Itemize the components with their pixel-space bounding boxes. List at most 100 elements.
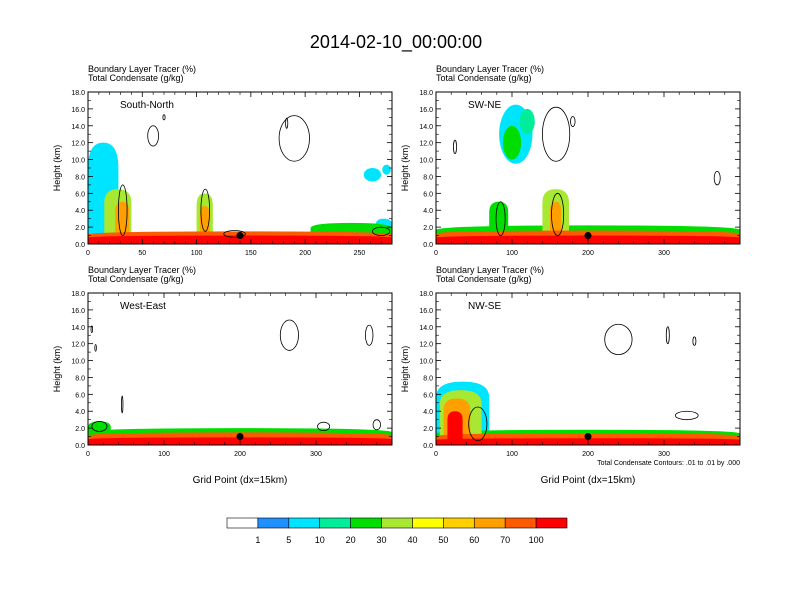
y-tick-label: 18.0 [71, 90, 85, 97]
plot-background [88, 92, 392, 244]
tracer-patch [382, 164, 391, 175]
colorbar-label: 10 [315, 535, 325, 545]
colorbar-swatch [473, 517, 506, 529]
condensate-contour [713, 170, 721, 186]
colorbar-swatch [288, 517, 321, 529]
y-tick-label: 2.0 [423, 426, 433, 433]
condensate-contour [551, 192, 565, 236]
x-axis-label: Grid Point (dx=15km) [541, 475, 636, 486]
x-tick-label: 200 [299, 250, 311, 257]
condensate-contour [223, 230, 246, 238]
y-tick-label: 0.0 [75, 443, 85, 450]
y-tick-label: 16.0 [419, 308, 433, 315]
x-tick-label: 200 [582, 250, 594, 257]
colorbar: 1 5 10 20 30 40 50 60 70 100 [226, 517, 568, 545]
location-marker [236, 232, 244, 240]
y-tick-label: 16.0 [71, 107, 85, 114]
panels: Boundary Layer Tracer (%)Total Condensat… [52, 64, 741, 486]
y-tick-label: 8.0 [423, 174, 433, 181]
condensate-contour [542, 106, 571, 162]
y-tick-label: 2.0 [75, 426, 85, 433]
y-tick-label: 18.0 [71, 291, 85, 298]
y-tick-label: 0.0 [75, 242, 85, 249]
y-tick-label: 16.0 [419, 107, 433, 114]
x-tick-label: 0 [86, 250, 90, 257]
y-tick-label: 12.0 [71, 141, 85, 148]
y-tick-label: 14.0 [71, 124, 85, 131]
x-tick-label: 0 [434, 451, 438, 458]
panel-subtitle-condensate: Total Condensate (g/kg) [88, 274, 184, 284]
x-tick-label: 250 [354, 250, 366, 257]
condensate-contour [90, 325, 93, 334]
y-tick-label: 12.0 [419, 141, 433, 148]
panel-subtitle-condensate: Total Condensate (g/kg) [88, 73, 184, 83]
tracer-plume [447, 411, 463, 445]
condensate-contour [365, 324, 374, 346]
colorbar-label: 60 [469, 535, 479, 545]
condensate-contour [495, 201, 506, 236]
panel-subtitle-tracer: Boundary Layer Tracer (%) [436, 64, 544, 74]
x-tick-label: 300 [658, 250, 670, 257]
condensate-contour [94, 344, 97, 352]
panel: Boundary Layer Tracer (%)Total Condensat… [52, 265, 393, 486]
y-tick-label: 8.0 [75, 375, 85, 382]
condensate-contour [692, 336, 697, 346]
condensate-contour [665, 326, 670, 345]
y-tick-label: 8.0 [423, 375, 433, 382]
colorbar-label: 20 [346, 535, 356, 545]
y-tick-label: 6.0 [423, 191, 433, 198]
panel-label: SW-NE [468, 100, 501, 111]
y-tick-label: 4.0 [423, 409, 433, 416]
condensate-contour [91, 420, 108, 432]
colorbar-swatch [443, 517, 475, 529]
tracer-patch [519, 108, 535, 135]
condensate-contour [162, 114, 166, 121]
location-marker [584, 232, 592, 240]
y-tick-label: 0.0 [423, 242, 433, 249]
condensate-contour [118, 184, 128, 236]
panel-label: NW-SE [468, 301, 501, 312]
y-tick-label: 16.0 [71, 308, 85, 315]
condensate-contour [200, 188, 211, 232]
colorbar-swatch [319, 517, 351, 529]
location-marker [584, 433, 592, 441]
x-tick-label: 200 [234, 451, 246, 458]
y-tick-label: 14.0 [71, 325, 85, 332]
y-tick-label: 8.0 [75, 174, 85, 181]
y-tick-label: 2.0 [75, 225, 85, 232]
panel-subtitle-tracer: Boundary Layer Tracer (%) [88, 64, 196, 74]
plot-area [436, 293, 740, 445]
panel-label: West-East [120, 301, 166, 312]
panel: Boundary Layer Tracer (%)Total Condensat… [52, 64, 393, 257]
colorbar-swatch [535, 517, 568, 529]
y-tick-label: 4.0 [75, 208, 85, 215]
condensate-contour [278, 115, 310, 162]
condensate-contour [604, 323, 633, 356]
y-tick-label: 6.0 [75, 191, 85, 198]
x-tick-label: 300 [310, 451, 322, 458]
tracer-patch [502, 125, 522, 160]
x-axis-label: Grid Point (dx=15km) [193, 475, 288, 486]
colorbar-label: 1 [255, 535, 260, 545]
panel-label: South-North [120, 100, 174, 111]
plot-area [436, 92, 740, 244]
figure-title: 2014-02-10_00:00:00 [310, 32, 482, 53]
panel-subtitle-condensate: Total Condensate (g/kg) [436, 274, 532, 284]
contour-note: Total Condensate Contours: .01 to .01 by… [597, 460, 740, 467]
plot-background [88, 293, 392, 445]
y-axis-label: Height (km) [52, 346, 62, 393]
condensate-contour [279, 319, 299, 351]
y-tick-label: 6.0 [423, 392, 433, 399]
y-tick-label: 14.0 [419, 124, 433, 131]
x-tick-label: 100 [506, 451, 518, 458]
colorbar-label: 50 [438, 535, 448, 545]
y-tick-label: 14.0 [419, 325, 433, 332]
colorbar-label: 30 [377, 535, 387, 545]
location-marker [236, 433, 244, 441]
x-tick-label: 300 [658, 451, 670, 458]
condensate-contour [372, 226, 391, 236]
colorbar-label: 5 [286, 535, 291, 545]
x-tick-label: 0 [434, 250, 438, 257]
plot-background [436, 92, 740, 244]
